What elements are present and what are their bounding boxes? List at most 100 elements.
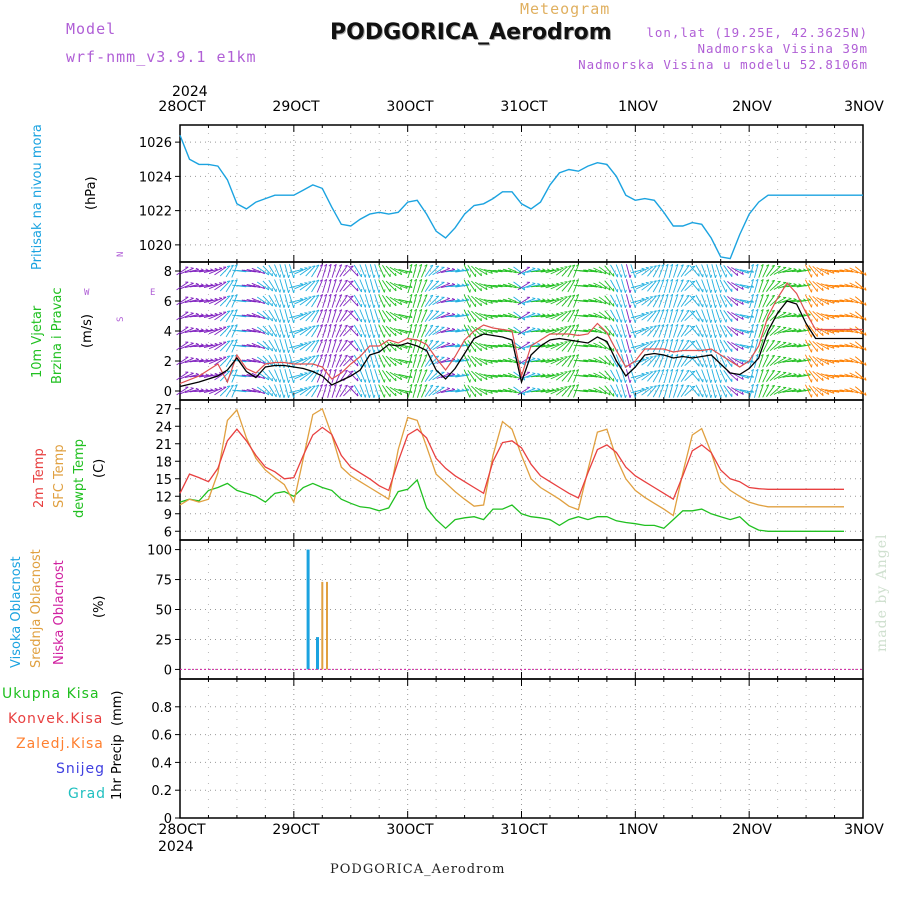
wind-barb (720, 334, 722, 338)
wind-barb (502, 313, 517, 319)
wind-barb (284, 339, 289, 353)
wind-barb (446, 297, 450, 299)
wind-barb (620, 379, 623, 383)
wind-barb (731, 267, 744, 275)
bottom-tick-label: 2NOV (732, 822, 772, 838)
wind-barb (684, 295, 696, 307)
wind-barb (550, 297, 564, 305)
wind-barb (348, 370, 359, 382)
cloud-bar (321, 581, 324, 670)
wind-barb (788, 267, 792, 270)
wind-barb (641, 312, 645, 315)
wind-barb (446, 387, 450, 389)
wind-barb (305, 310, 316, 322)
wind-barb (750, 383, 754, 387)
wind-barb (373, 319, 376, 323)
wind-barb (424, 354, 434, 368)
wind-barb (428, 385, 440, 397)
wind-barb (203, 268, 218, 274)
y-tick-label: 100 (147, 544, 172, 559)
wind-barb (474, 386, 488, 396)
wind-barb (474, 356, 488, 366)
wind-barb (483, 299, 498, 303)
wind-barb (550, 327, 564, 335)
y-tick-label: 15 (155, 473, 172, 488)
wind-barb (517, 266, 531, 276)
wind-barb (675, 309, 679, 312)
wind-barb (176, 311, 189, 321)
wind-barb (668, 294, 674, 308)
wind-barb (419, 353, 422, 357)
wind-barb (219, 280, 231, 292)
wind-barb (378, 364, 381, 368)
wind-barb (561, 310, 572, 322)
wind-barb (680, 295, 690, 307)
wind-barb (335, 369, 343, 383)
wind-barb (467, 264, 476, 278)
y-tick-label: 0 (164, 385, 172, 400)
wind-barb (359, 294, 366, 308)
wind-barb (456, 373, 460, 376)
wind-barb (665, 293, 669, 297)
wind-barb (262, 340, 273, 352)
wind-barb (409, 308, 413, 312)
wind-barb (839, 359, 854, 363)
wind-barb (205, 358, 209, 361)
wind-barb (782, 389, 797, 393)
wind-barb (860, 361, 863, 365)
wind-barb (550, 387, 564, 395)
wind-barb (293, 274, 295, 278)
wind-barb (319, 279, 323, 282)
wind-barb (808, 295, 818, 307)
wind-barb (723, 295, 733, 307)
wind-barb (793, 343, 797, 346)
wind-barb (771, 339, 775, 342)
wind-barb (230, 264, 234, 267)
wind-barb (769, 295, 781, 307)
wind-barb (343, 325, 354, 337)
wind-barb (839, 344, 854, 348)
wind-barb (256, 266, 270, 276)
wind-barb (719, 384, 727, 398)
wind-barb (630, 264, 636, 278)
wind-barb (364, 279, 370, 293)
wind-barb (827, 361, 830, 365)
wind-barb (331, 279, 337, 293)
wind-barb (766, 310, 775, 322)
wind-barb (593, 387, 607, 395)
wind-barb (719, 309, 727, 323)
wind-barb (471, 355, 482, 367)
wind-barb (305, 385, 316, 397)
wind-barb (190, 387, 194, 389)
wind-barb (608, 392, 611, 396)
wind-barb (471, 340, 482, 352)
wind-barb (755, 293, 759, 297)
wind-barb (610, 294, 618, 308)
wind-barb (771, 384, 775, 387)
wind-barb (225, 294, 234, 308)
wind-barb (497, 269, 512, 273)
model-elevation-label: Nadmorska Visina u modelu 52.8106m (578, 57, 868, 72)
wind-barb (356, 273, 359, 277)
sfc-temp-line (179, 407, 844, 517)
wind-barb (210, 328, 214, 331)
wind-barb (471, 265, 482, 277)
wind-barb (479, 268, 493, 274)
wind-barb (441, 284, 455, 288)
wind-barb (568, 370, 572, 372)
wind-barb (604, 331, 607, 335)
wind-barb (289, 343, 304, 349)
wind-barb (322, 264, 328, 278)
wind-barb (604, 271, 607, 275)
wind-barb (230, 354, 234, 357)
wind-barb (369, 309, 375, 323)
wind-barb (864, 347, 867, 351)
wind-barb (312, 295, 316, 297)
wind-barb (279, 369, 285, 383)
wind-barb (479, 373, 493, 379)
wind-barb (571, 309, 575, 312)
wind-barb (436, 343, 450, 349)
wind-barb (706, 279, 712, 293)
wind-barb (300, 267, 304, 270)
wind-barb (288, 349, 290, 353)
